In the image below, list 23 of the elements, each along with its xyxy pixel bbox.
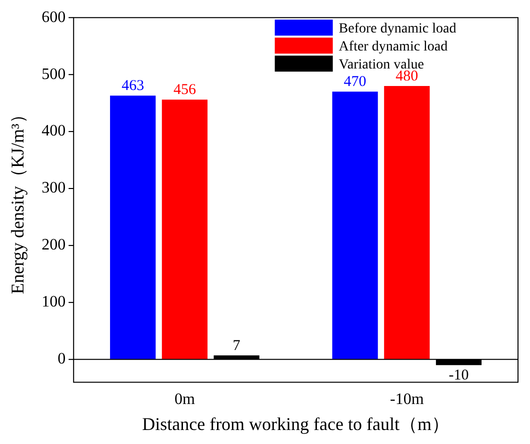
- bar: [332, 92, 378, 360]
- data-label: 456: [173, 82, 196, 98]
- y-tick-label: 300: [42, 180, 66, 197]
- legend-label: After dynamic load: [338, 39, 448, 54]
- y-tick-label: 600: [42, 8, 66, 26]
- data-label: 470: [344, 74, 366, 90]
- data-label: 463: [122, 78, 144, 94]
- y-tick-label: 500: [42, 66, 66, 83]
- x-tick-label: -10m: [390, 391, 424, 408]
- bar: [110, 96, 156, 360]
- y-tick-label: 400: [42, 122, 66, 140]
- bar: [384, 86, 430, 360]
- x-axis-title: Distance from working face to fault（m）: [142, 414, 450, 434]
- y-tick-label: 200: [42, 236, 66, 254]
- y-axis-title: Energy density（KJ/m³）: [8, 106, 28, 294]
- data-label: 480: [396, 68, 418, 84]
- legend-label: Before dynamic load: [338, 21, 456, 36]
- x-tick-label: 0m: [174, 391, 196, 408]
- data-label: -10: [448, 368, 469, 384]
- y-tick-label: 100: [42, 294, 66, 311]
- bar: [162, 100, 208, 360]
- data-label: 7: [232, 338, 241, 354]
- y-tick-label: 0: [58, 350, 66, 368]
